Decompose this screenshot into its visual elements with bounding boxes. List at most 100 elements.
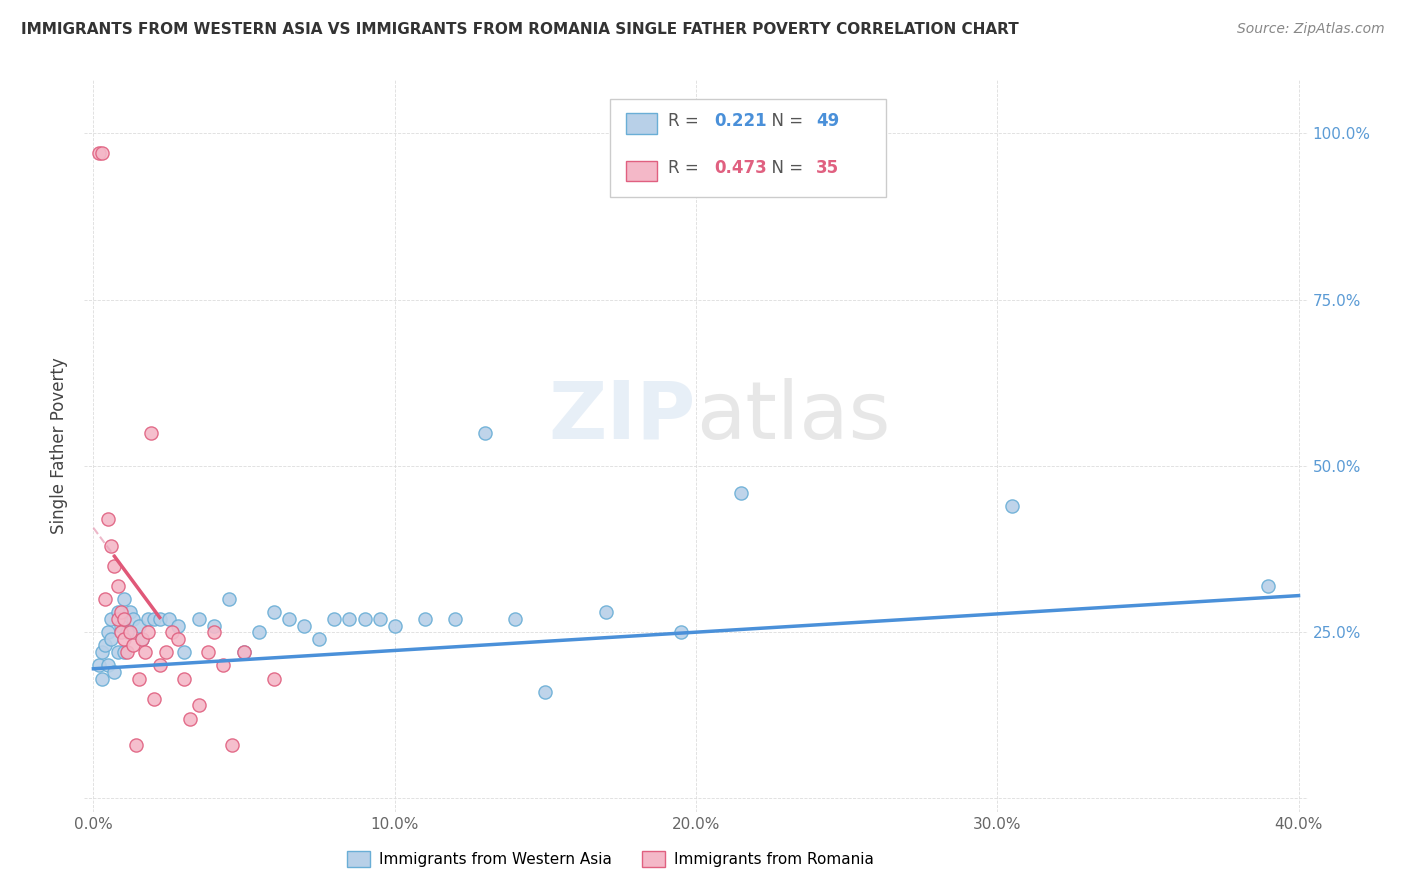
Point bbox=[107, 612, 129, 626]
Point bbox=[128, 618, 150, 632]
Point bbox=[121, 612, 143, 626]
Point bbox=[118, 625, 141, 640]
Point bbox=[353, 612, 375, 626]
Point bbox=[97, 658, 120, 673]
Point bbox=[121, 639, 143, 653]
Point bbox=[91, 672, 114, 686]
Point bbox=[413, 612, 436, 626]
FancyBboxPatch shape bbox=[626, 113, 657, 134]
Point bbox=[107, 645, 129, 659]
Text: R =: R = bbox=[668, 112, 704, 129]
Point bbox=[103, 665, 125, 679]
Text: IMMIGRANTS FROM WESTERN ASIA VS IMMIGRANTS FROM ROMANIA SINGLE FATHER POVERTY CO: IMMIGRANTS FROM WESTERN ASIA VS IMMIGRAN… bbox=[21, 22, 1019, 37]
Point bbox=[534, 685, 557, 699]
Point bbox=[197, 645, 219, 659]
Point bbox=[263, 605, 285, 619]
Point bbox=[100, 612, 122, 626]
Point bbox=[112, 612, 135, 626]
Text: 49: 49 bbox=[815, 112, 839, 129]
Point bbox=[118, 605, 141, 619]
Point bbox=[368, 612, 391, 626]
Point bbox=[308, 632, 330, 646]
Point bbox=[173, 672, 195, 686]
Point bbox=[131, 632, 153, 646]
Point bbox=[110, 618, 132, 632]
Point bbox=[233, 645, 256, 659]
Point bbox=[89, 146, 111, 161]
Point bbox=[134, 645, 156, 659]
Point bbox=[149, 612, 172, 626]
Point bbox=[1001, 499, 1024, 513]
Point bbox=[233, 645, 256, 659]
Point bbox=[110, 605, 132, 619]
Text: R =: R = bbox=[668, 159, 704, 177]
Point bbox=[173, 645, 195, 659]
Point bbox=[247, 625, 270, 640]
Point bbox=[112, 645, 135, 659]
Point bbox=[202, 618, 225, 632]
Text: 35: 35 bbox=[815, 159, 839, 177]
FancyBboxPatch shape bbox=[610, 99, 886, 197]
Point bbox=[142, 691, 165, 706]
Point bbox=[97, 512, 120, 526]
Point bbox=[278, 612, 301, 626]
Point bbox=[136, 625, 159, 640]
Text: N =: N = bbox=[761, 112, 808, 129]
Point bbox=[384, 618, 406, 632]
FancyBboxPatch shape bbox=[626, 161, 657, 181]
Point bbox=[323, 612, 346, 626]
Point bbox=[103, 558, 125, 573]
Point bbox=[187, 698, 209, 713]
Point bbox=[474, 425, 496, 440]
Point bbox=[94, 639, 117, 653]
Point bbox=[139, 425, 162, 440]
Point bbox=[112, 591, 135, 606]
Point bbox=[263, 672, 285, 686]
Point bbox=[149, 658, 172, 673]
Text: atlas: atlas bbox=[696, 377, 890, 456]
Point bbox=[166, 632, 188, 646]
Point bbox=[131, 632, 153, 646]
Point bbox=[160, 625, 183, 640]
Point bbox=[107, 579, 129, 593]
Point bbox=[669, 625, 692, 640]
Point bbox=[730, 485, 752, 500]
Point bbox=[218, 591, 240, 606]
Point bbox=[91, 645, 114, 659]
Point bbox=[112, 632, 135, 646]
Point bbox=[179, 712, 201, 726]
Y-axis label: Single Father Poverty: Single Father Poverty bbox=[51, 358, 69, 534]
Point bbox=[202, 625, 225, 640]
Point bbox=[97, 625, 120, 640]
Point bbox=[339, 612, 361, 626]
Point bbox=[94, 591, 117, 606]
Point bbox=[187, 612, 209, 626]
Text: 0.221: 0.221 bbox=[714, 112, 766, 129]
Point bbox=[91, 146, 114, 161]
Point bbox=[89, 658, 111, 673]
Text: 0.473: 0.473 bbox=[714, 159, 768, 177]
Point bbox=[107, 605, 129, 619]
Point bbox=[124, 738, 146, 752]
Point bbox=[595, 605, 617, 619]
Text: Source: ZipAtlas.com: Source: ZipAtlas.com bbox=[1237, 22, 1385, 37]
Point bbox=[292, 618, 315, 632]
Text: N =: N = bbox=[761, 159, 808, 177]
Point bbox=[444, 612, 467, 626]
Point bbox=[1257, 579, 1279, 593]
Point bbox=[503, 612, 526, 626]
Point bbox=[212, 658, 235, 673]
Text: ZIP: ZIP bbox=[548, 377, 696, 456]
Point bbox=[221, 738, 243, 752]
Legend: Immigrants from Western Asia, Immigrants from Romania: Immigrants from Western Asia, Immigrants… bbox=[340, 846, 880, 873]
Point bbox=[100, 539, 122, 553]
Point bbox=[110, 625, 132, 640]
Point bbox=[142, 612, 165, 626]
Point bbox=[100, 632, 122, 646]
Point bbox=[115, 625, 138, 640]
Point bbox=[128, 672, 150, 686]
Point bbox=[136, 612, 159, 626]
Point bbox=[115, 645, 138, 659]
Point bbox=[166, 618, 188, 632]
Point bbox=[157, 612, 180, 626]
